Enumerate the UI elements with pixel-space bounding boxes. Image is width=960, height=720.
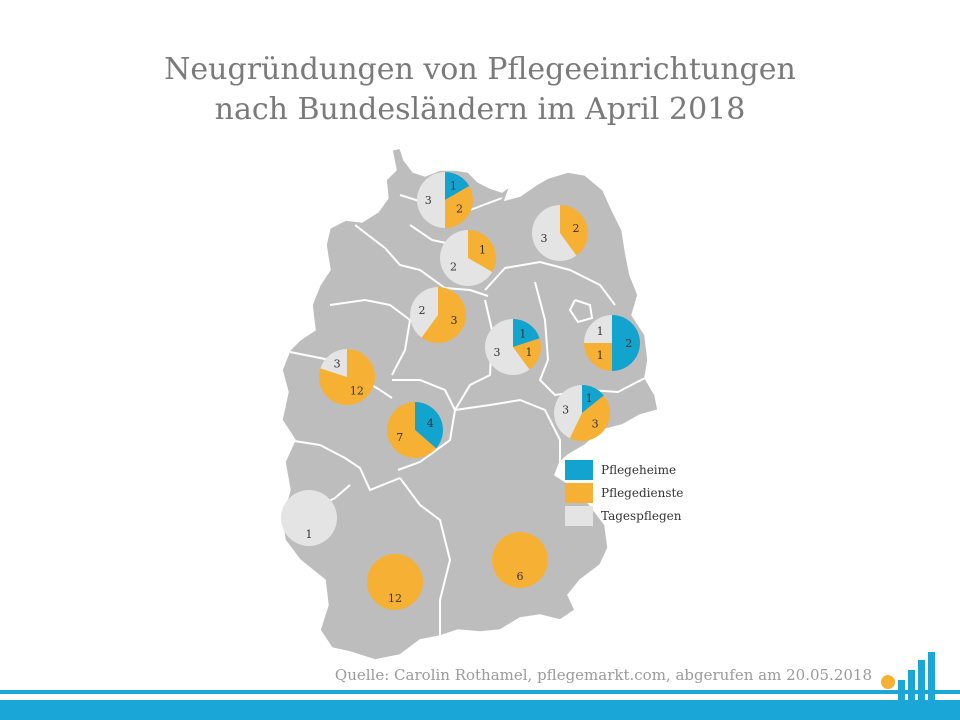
legend-label: Pflegedienste: [601, 485, 684, 500]
pie-label-sh-pflegeheime: 1: [450, 179, 457, 192]
pie-slice-hh-tagespflegen: [440, 230, 493, 286]
pie-label-bb-pflegeheime: 2: [625, 337, 632, 350]
germany-outline: [281, 147, 659, 661]
pie-slice-bb-pflegedienste: [584, 343, 612, 371]
pie-label-sn-pflegeheime: 1: [586, 392, 593, 405]
state-border: [454, 299, 494, 411]
pie-slice-nw-pflegedienste: [319, 349, 376, 406]
pie-label-hh-pflegedienste: 1: [479, 244, 486, 257]
pie-label-sh-tagespflegen: 3: [425, 194, 432, 207]
pie-label-bb-tagespflegen: 1: [597, 325, 604, 338]
pie-label-sn-tagespflegen: 3: [562, 403, 569, 416]
pie-slice-bw-pflegedienste: [367, 554, 423, 610]
footer-band-thin: [0, 690, 960, 694]
pie-slice-hh-pflegedienste: [468, 230, 497, 272]
pie-label-mv-tagespflegen: 3: [541, 232, 548, 245]
pie-slice-bb-pflegeheime: [612, 315, 640, 371]
pie-label-sn-pflegedienste: 3: [592, 417, 599, 430]
pie-slice-sh-tagespflegen: [417, 172, 445, 228]
legend-swatch: [565, 505, 593, 526]
pie-label-he-pflegedienste: 7: [396, 431, 403, 444]
state-border: [484, 260, 616, 306]
state-border: [568, 299, 594, 324]
pie-label-nw-pflegedienste: 12: [350, 385, 364, 398]
pie-slice-mv-tagespflegen: [532, 205, 577, 261]
pie-label-st-pflegeheime: 1: [519, 327, 526, 340]
pie-slice-sh-pflegedienste: [445, 186, 474, 228]
pie-label-nw-tagespflegen: 3: [334, 357, 341, 370]
legend-swatch: [565, 459, 593, 480]
pie-label-bb-pflegedienste: 1: [597, 349, 604, 362]
state-border: [454, 398, 561, 462]
pie-label-ni-tagespflegen: 2: [419, 304, 426, 317]
pie-label-st-tagespflegen: 3: [494, 346, 501, 359]
pie-slice-sn-pflegeheime: [582, 385, 604, 413]
pie-slice-ni-tagespflegen: [410, 287, 438, 338]
legend-swatch: [565, 482, 593, 503]
state-border: [329, 298, 412, 376]
chart-title: Neugründungen von Pflegeeinrichtungen na…: [0, 50, 960, 130]
pie-label-hh-tagespflegen: 2: [450, 260, 457, 273]
pie-slice-he-pflegedienste: [387, 402, 437, 458]
legend: Pflegeheime Pflegedienste Tagespflegen: [565, 458, 683, 527]
pie-label-he-pflegeheime: 4: [427, 417, 434, 430]
legend-label: Tagespflegen: [601, 508, 682, 523]
pie-slice-st-pflegedienste: [513, 338, 541, 370]
source-note: Quelle: Carolin Rothamel, pflegemarkt.co…: [334, 666, 872, 684]
pie-slice-bb-tagespflegen: [584, 315, 612, 343]
state-border: [534, 281, 646, 397]
state-border: [354, 224, 489, 297]
pie-slice-by-pflegedienste: [492, 532, 548, 588]
pie-slice-he-pflegeheime: [415, 402, 443, 449]
legend-item-pflegeheime: Pflegeheime: [565, 458, 683, 481]
footer-band: [0, 700, 960, 720]
state-border: [399, 477, 452, 636]
legend-item-tagespflegen: Tagespflegen: [565, 504, 683, 527]
pie-label-sl-tagespflegen: 1: [306, 528, 313, 541]
state-border: [287, 439, 401, 492]
pie-slice-st-tagespflegen: [485, 319, 530, 375]
pie-label-mv-pflegedienste: 2: [572, 222, 579, 235]
pie-label-st-pflegedienste: 1: [525, 346, 532, 359]
brand-logo: [881, 652, 935, 710]
pie-slice-mv-pflegedienste: [560, 205, 589, 256]
pie-slice-sh-pflegeheime: [445, 172, 470, 200]
chart-title-line-1: Neugründungen von Pflegeeinrichtungen: [164, 52, 796, 87]
chart-title-line-2: nach Bundesländern im April 2018: [214, 92, 746, 127]
pie-slice-sn-pflegedienste: [569, 395, 611, 442]
pie-label-ni-pflegedienste: 3: [450, 314, 457, 327]
pie-slice-sn-tagespflegen: [554, 385, 582, 439]
pie-label-by-pflegedienste: 6: [517, 570, 524, 583]
pie-label-bw-pflegedienste: 12: [388, 592, 402, 605]
pie-slice-nw-tagespflegen: [320, 349, 347, 377]
pie-slice-st-pflegeheime: [513, 319, 540, 347]
legend-item-pflegedienste: Pflegedienste: [565, 481, 683, 504]
pie-label-sh-pflegedienste: 2: [456, 202, 463, 215]
pie-slice-sl-tagespflegen: [281, 490, 337, 546]
legend-label: Pflegeheime: [601, 462, 677, 477]
pie-slice-ni-pflegedienste: [421, 287, 466, 343]
